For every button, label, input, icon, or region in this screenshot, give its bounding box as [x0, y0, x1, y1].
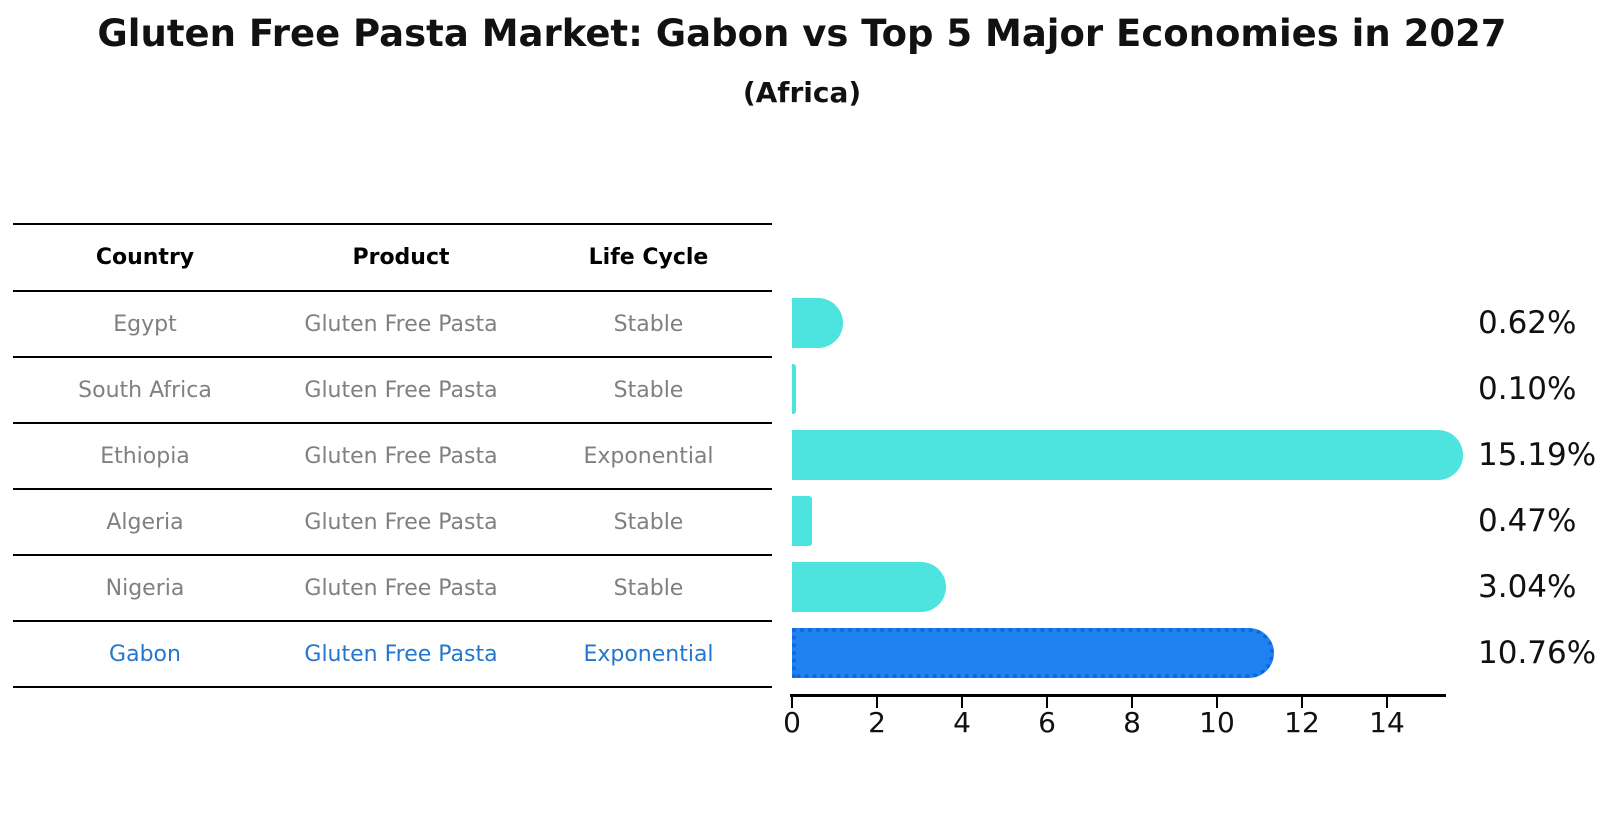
table-row-egypt: Egypt Gluten Free Pasta Stable: [13, 292, 772, 358]
table-row-south-africa: South Africa Gluten Free Pasta Stable: [13, 358, 772, 424]
table-row-ethiopia: Ethiopia Gluten Free Pasta Exponential: [13, 424, 772, 490]
table-row-nigeria: Nigeria Gluten Free Pasta Stable: [13, 556, 772, 622]
table-cell-country: Gabon: [109, 641, 181, 667]
value-label-south-africa: 0.10%: [1478, 371, 1577, 407]
table-cell-country: Ethiopia: [100, 443, 190, 469]
x-axis-tick: [1216, 697, 1218, 708]
header-cell-product: Product: [352, 245, 450, 270]
header-cell-country: Country: [95, 245, 195, 270]
chart-title: Gluten Free Pasta Market: Gabon vs Top 5…: [97, 12, 1507, 55]
value-label-ethiopia: 15.19%: [1478, 437, 1597, 473]
table-cell-country: Nigeria: [105, 575, 185, 601]
bar-gabon: [792, 628, 1274, 678]
table-cell-product: Gluten Free Pasta: [304, 641, 498, 667]
table-row-algeria: Algeria Gluten Free Pasta Stable: [13, 490, 772, 556]
value-label-nigeria: 3.04%: [1478, 569, 1577, 605]
table-cell-product: Gluten Free Pasta: [304, 377, 498, 403]
x-axis-tick-label: 2: [868, 706, 886, 739]
bar-ethiopia: [792, 430, 1463, 480]
bar-nigeria: [792, 562, 946, 612]
bar-algeria: [792, 496, 812, 546]
table-cell-country: South Africa: [78, 377, 212, 403]
table-cell-country: Egypt: [113, 311, 177, 337]
country-table: Country Product Life Cycle Egypt Gluten F…: [13, 223, 772, 688]
x-axis-tick-label: 0: [783, 706, 801, 739]
table-cell-country: Algeria: [106, 509, 184, 535]
table-cell-product: Gluten Free Pasta: [304, 311, 498, 337]
table-cell-life-cycle: Stable: [613, 575, 684, 601]
x-axis-tick-label: 8: [1123, 706, 1141, 739]
x-axis-line: [790, 694, 1446, 697]
x-axis-tick: [1386, 697, 1388, 708]
x-axis-tick-label: 14: [1369, 706, 1405, 739]
table-cell-product: Gluten Free Pasta: [304, 575, 498, 601]
x-axis-tick-label: 6: [1038, 706, 1056, 739]
x-axis-tick: [1301, 697, 1303, 708]
x-axis-tick: [1131, 697, 1133, 708]
x-axis-tick-label: 10: [1199, 706, 1235, 739]
bar-egypt: [792, 298, 843, 348]
chart-subtitle: (Africa): [742, 76, 862, 109]
x-axis-tick: [791, 697, 793, 708]
table-cell-product: Gluten Free Pasta: [304, 509, 498, 535]
table-cell-product: Gluten Free Pasta: [304, 443, 498, 469]
x-axis-tick-label: 4: [953, 706, 971, 739]
x-axis-tick: [961, 697, 963, 708]
table-cell-life-cycle: Stable: [613, 311, 684, 337]
header-cell-life-cycle: Life Cycle: [588, 245, 709, 270]
x-axis-tick: [876, 697, 878, 708]
value-label-egypt: 0.62%: [1478, 305, 1577, 341]
x-axis-tick-label: 12: [1284, 706, 1320, 739]
value-label-gabon: 10.76%: [1478, 635, 1597, 671]
x-axis-tick: [1046, 697, 1048, 708]
table-cell-life-cycle: Stable: [613, 509, 684, 535]
table-cell-life-cycle: Exponential: [583, 641, 714, 667]
table-cell-life-cycle: Stable: [613, 377, 684, 403]
table-header-row: Country Product Life Cycle: [13, 223, 772, 292]
value-label-algeria: 0.47%: [1478, 503, 1577, 539]
table-cell-life-cycle: Exponential: [583, 443, 714, 469]
bar-south-africa: [792, 364, 796, 414]
table-row-gabon: Gabon Gluten Free Pasta Exponential: [13, 622, 772, 688]
